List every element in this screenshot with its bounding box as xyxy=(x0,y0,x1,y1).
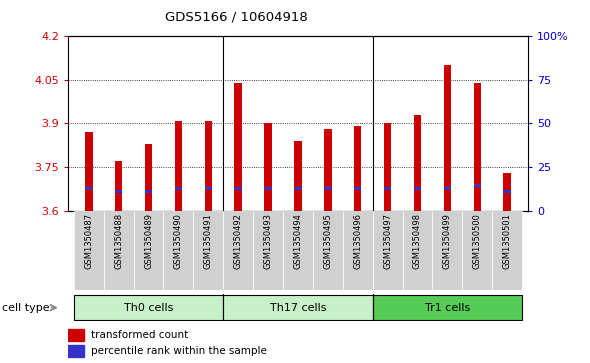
Bar xyxy=(163,211,194,290)
Bar xyxy=(373,295,522,320)
Text: GSM1350490: GSM1350490 xyxy=(174,213,183,269)
Text: GDS5166 / 10604918: GDS5166 / 10604918 xyxy=(165,11,307,24)
Text: GSM1350487: GSM1350487 xyxy=(84,213,93,269)
Bar xyxy=(354,187,362,190)
Bar xyxy=(414,115,421,211)
Bar xyxy=(503,189,511,193)
Bar xyxy=(503,173,511,211)
Text: Th17 cells: Th17 cells xyxy=(270,303,326,313)
Bar xyxy=(402,211,432,290)
Bar xyxy=(384,123,391,211)
Bar xyxy=(492,211,522,290)
Text: GSM1350496: GSM1350496 xyxy=(353,213,362,269)
Bar xyxy=(145,144,152,211)
Bar xyxy=(175,187,182,190)
Bar xyxy=(294,141,301,211)
Bar xyxy=(354,126,362,211)
Bar xyxy=(74,211,104,290)
Bar xyxy=(205,121,212,211)
Bar xyxy=(264,187,272,190)
Bar xyxy=(474,184,481,187)
Text: GSM1350497: GSM1350497 xyxy=(383,213,392,269)
Text: GSM1350488: GSM1350488 xyxy=(114,213,123,269)
Bar xyxy=(85,132,93,211)
Bar xyxy=(253,211,283,290)
Bar xyxy=(115,161,122,211)
Bar xyxy=(223,211,253,290)
Bar xyxy=(313,211,343,290)
Bar xyxy=(432,211,463,290)
Bar xyxy=(414,187,421,190)
Bar xyxy=(283,211,313,290)
Bar xyxy=(444,65,451,211)
Bar xyxy=(68,329,84,341)
Text: GSM1350494: GSM1350494 xyxy=(293,213,303,269)
Bar xyxy=(463,211,492,290)
Bar xyxy=(223,295,373,320)
Bar xyxy=(104,211,133,290)
Bar xyxy=(234,187,242,190)
Text: percentile rank within the sample: percentile rank within the sample xyxy=(91,346,267,356)
Bar xyxy=(194,211,223,290)
Bar xyxy=(68,345,84,357)
Bar xyxy=(474,83,481,211)
Text: GSM1350489: GSM1350489 xyxy=(144,213,153,269)
Bar xyxy=(175,121,182,211)
Text: GSM1350491: GSM1350491 xyxy=(204,213,213,269)
Text: GSM1350501: GSM1350501 xyxy=(503,213,512,269)
Text: GSM1350495: GSM1350495 xyxy=(323,213,332,269)
Text: Th0 cells: Th0 cells xyxy=(124,303,173,313)
Text: GSM1350500: GSM1350500 xyxy=(473,213,482,269)
Bar xyxy=(205,187,212,190)
Bar xyxy=(74,295,223,320)
Bar xyxy=(294,187,301,190)
Bar xyxy=(115,189,122,193)
Bar xyxy=(324,129,332,211)
Text: GSM1350499: GSM1350499 xyxy=(443,213,452,269)
Text: cell type: cell type xyxy=(2,303,50,313)
Bar xyxy=(384,187,391,190)
Bar xyxy=(343,211,373,290)
Text: GSM1350492: GSM1350492 xyxy=(234,213,242,269)
Bar xyxy=(133,211,163,290)
Text: GSM1350498: GSM1350498 xyxy=(413,213,422,269)
Bar xyxy=(85,187,93,190)
Bar xyxy=(264,123,272,211)
Text: transformed count: transformed count xyxy=(91,330,188,340)
Text: GSM1350493: GSM1350493 xyxy=(264,213,273,269)
Bar xyxy=(444,187,451,190)
Bar xyxy=(234,83,242,211)
Bar xyxy=(324,187,332,190)
Bar xyxy=(145,189,152,193)
Bar xyxy=(373,211,402,290)
Text: Tr1 cells: Tr1 cells xyxy=(425,303,470,313)
